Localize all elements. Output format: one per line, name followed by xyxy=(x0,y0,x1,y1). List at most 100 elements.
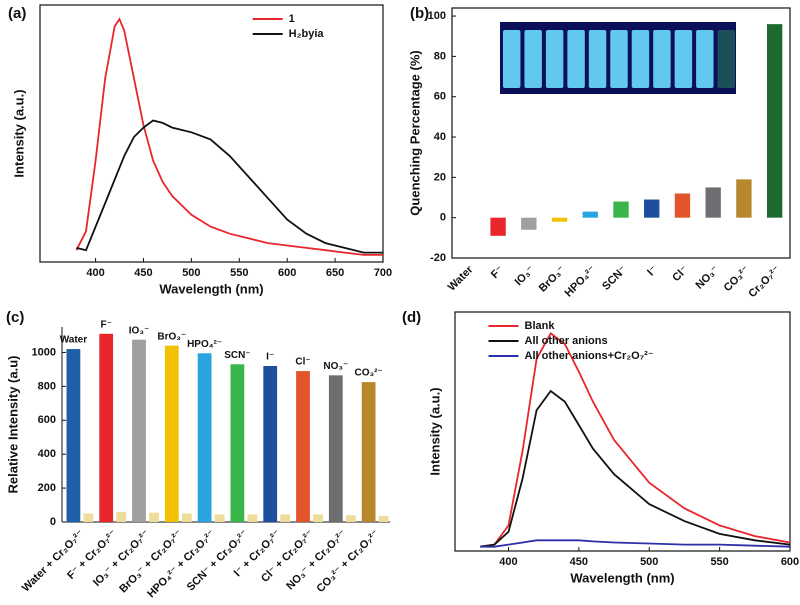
bar xyxy=(214,514,225,522)
inset-vial xyxy=(588,30,607,88)
y-tick-label: 100 xyxy=(428,10,446,22)
x-tick-label: SCN⁻ xyxy=(600,264,629,293)
bar xyxy=(613,201,629,218)
inset-vial xyxy=(524,30,542,88)
x-tick-label: 600 xyxy=(278,267,296,279)
legend-label: Blank xyxy=(525,320,556,332)
bar-label: F⁻ xyxy=(101,319,112,330)
inset-vial xyxy=(503,30,521,88)
bar xyxy=(674,193,691,218)
legend-label: All other anions+Cr₂O₇²⁻ xyxy=(525,350,654,362)
x-tick-label: 700 xyxy=(374,267,392,279)
bar xyxy=(361,382,376,522)
series-line xyxy=(480,389,791,548)
bar xyxy=(582,211,598,218)
plot-frame xyxy=(39,4,384,263)
bar-label: BrO₃⁻ xyxy=(157,331,186,342)
bar xyxy=(313,514,323,522)
y-axis-title: Intensity (a.u.) xyxy=(427,387,442,475)
bar-label: Cl⁻ xyxy=(295,357,310,368)
bar xyxy=(66,349,81,522)
y-tick-label: 400 xyxy=(38,448,56,460)
x-tick-label: Water xyxy=(446,263,476,293)
x-tick-label: 650 xyxy=(326,267,344,279)
x-tick-label: 550 xyxy=(230,267,248,279)
y-tick-label: 1000 xyxy=(32,346,56,358)
y-axis-title: Intensity (a.u.) xyxy=(11,89,26,177)
bar xyxy=(296,371,310,522)
x-tick-label: 450 xyxy=(570,556,588,568)
bar-label: IO₃⁻ xyxy=(129,325,149,336)
bar-label: I⁻ xyxy=(266,352,274,363)
bar xyxy=(705,187,721,218)
x-tick-label: 400 xyxy=(86,267,104,279)
bar-label: Water xyxy=(60,335,88,346)
x-tick-label: CO₃²⁻ + Cr₂O₇²⁻ xyxy=(315,528,382,595)
bar xyxy=(116,511,127,522)
inset-vial xyxy=(545,30,564,88)
y-tick-label: 600 xyxy=(38,414,56,426)
y-axis-title: Quenching Percentage (%) xyxy=(407,50,422,215)
bar xyxy=(164,345,179,522)
y-tick-label: 0 xyxy=(440,212,446,224)
x-axis-title: Wavelength (nm) xyxy=(159,281,263,296)
legend-label: H₂byia xyxy=(289,28,325,40)
x-tick-label: I⁻ xyxy=(645,264,660,279)
inset-vial xyxy=(610,30,628,88)
bar-label: HPO₄²⁻ xyxy=(187,339,222,350)
x-tick-label: HPO₄²⁻ xyxy=(563,264,599,300)
y-tick-label: 80 xyxy=(434,50,446,62)
bar xyxy=(736,179,752,218)
bar xyxy=(83,513,94,522)
x-tick-label: IO₃⁻ + Cr₂O₇²⁻ xyxy=(91,528,152,589)
inset-vial xyxy=(696,30,714,88)
legend-label: 1 xyxy=(289,13,295,25)
plot-frame xyxy=(454,311,791,552)
y-tick-label: -20 xyxy=(430,252,446,264)
panel-label: (c) xyxy=(6,309,24,326)
bar-label: CO₃²⁻ xyxy=(354,368,382,379)
bar xyxy=(181,513,192,522)
inset-vial xyxy=(717,30,735,88)
plot-frame xyxy=(451,7,791,259)
y-tick-label: 20 xyxy=(434,171,446,183)
x-tick-label: NO₃⁻ xyxy=(693,264,721,292)
x-tick-label: 500 xyxy=(640,556,658,568)
series-line xyxy=(75,17,383,256)
series-line xyxy=(480,539,791,548)
inset-vial xyxy=(631,30,650,88)
bar-label: SCN⁻ xyxy=(224,350,250,361)
bar xyxy=(230,364,245,522)
y-tick-label: 40 xyxy=(434,131,446,143)
x-axis-title: Wavelength (nm) xyxy=(570,570,674,585)
x-tick-label: 550 xyxy=(710,556,728,568)
bar xyxy=(378,516,389,522)
bar xyxy=(551,217,568,222)
panel-label: (b) xyxy=(410,5,429,22)
bar xyxy=(521,217,537,230)
bar xyxy=(328,375,343,522)
bar xyxy=(132,339,146,522)
bar-label: NO₃⁻ xyxy=(323,361,348,372)
bar xyxy=(345,515,356,522)
bar xyxy=(197,353,212,522)
x-tick-label: Cl⁻ xyxy=(670,264,691,285)
bar xyxy=(99,333,114,522)
bar xyxy=(247,514,258,522)
bar xyxy=(490,217,506,236)
bar xyxy=(263,366,278,522)
x-tick-label: 450 xyxy=(134,267,152,279)
x-tick-label: IO₃⁻ xyxy=(513,264,538,289)
panel-label: (d) xyxy=(402,309,421,326)
inset-vial xyxy=(567,30,585,88)
x-tick-label: 500 xyxy=(182,267,200,279)
series-line xyxy=(480,331,791,548)
bar xyxy=(149,512,159,522)
x-tick-label: Cr₂O₇²⁻ xyxy=(746,264,783,301)
bar xyxy=(280,514,291,522)
y-tick-label: 200 xyxy=(38,482,56,494)
y-tick-label: 800 xyxy=(38,380,56,392)
bar xyxy=(766,24,783,218)
inset-vial xyxy=(653,30,671,88)
